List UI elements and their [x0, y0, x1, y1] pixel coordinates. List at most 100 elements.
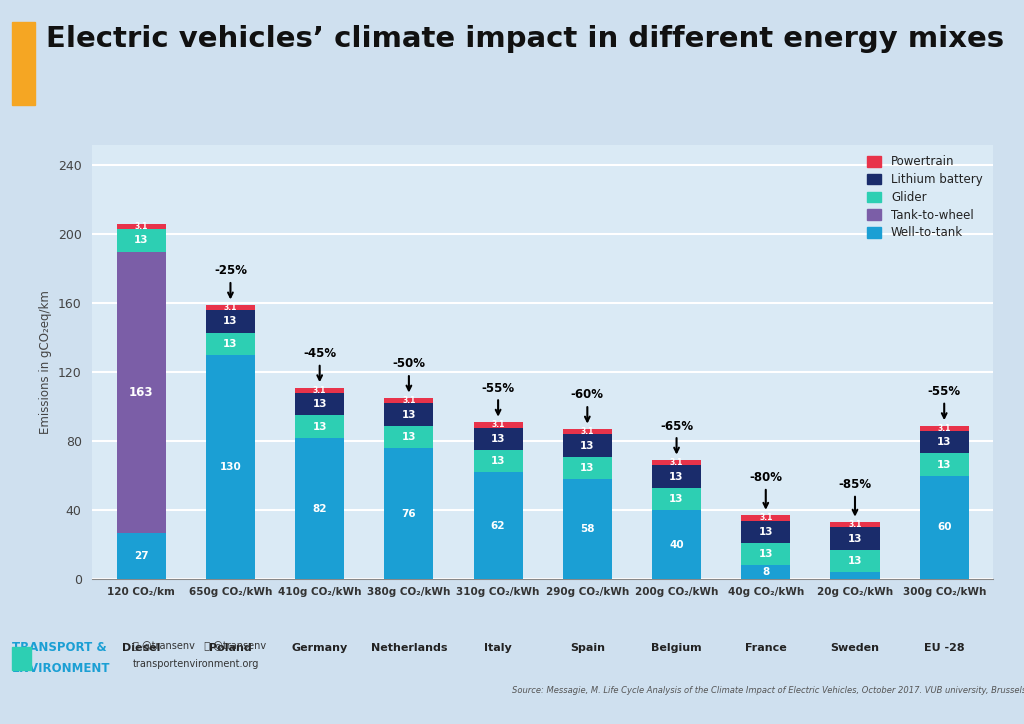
Bar — [117, 533, 166, 579]
Bar — [206, 355, 255, 579]
Text: Belgium: Belgium — [651, 643, 701, 653]
Text: -55%: -55% — [928, 385, 961, 418]
Text: 3.1: 3.1 — [313, 386, 327, 395]
Text: 60: 60 — [937, 523, 951, 532]
Bar — [295, 387, 344, 393]
Bar — [206, 305, 255, 311]
Text: 13: 13 — [223, 316, 238, 327]
Text: 3.1: 3.1 — [848, 521, 861, 529]
Text: 3.1: 3.1 — [670, 458, 683, 467]
Bar — [117, 230, 166, 252]
Text: 🐦 @transenv   📷 @transenv: 🐦 @transenv 📷 @transenv — [133, 641, 266, 651]
Bar — [473, 472, 522, 579]
Text: Germany: Germany — [292, 643, 348, 653]
Bar — [652, 510, 701, 579]
Bar — [920, 426, 969, 431]
Text: 3.1: 3.1 — [224, 303, 238, 312]
Bar — [563, 479, 612, 579]
Text: -45%: -45% — [303, 347, 336, 380]
Text: Netherlands: Netherlands — [371, 643, 447, 653]
Text: Electric vehicles’ climate impact in different energy mixes: Electric vehicles’ climate impact in dif… — [46, 25, 1005, 54]
Text: 40: 40 — [670, 539, 684, 550]
Text: 13: 13 — [848, 534, 862, 544]
Text: 3.1: 3.1 — [492, 421, 505, 429]
Text: 62: 62 — [490, 521, 506, 531]
Text: 13: 13 — [490, 456, 506, 466]
Bar — [920, 476, 969, 579]
Text: -85%: -85% — [839, 478, 871, 515]
Text: 82: 82 — [312, 503, 327, 513]
Bar — [563, 434, 612, 457]
Bar — [473, 450, 522, 472]
Bar — [920, 453, 969, 476]
Text: 13: 13 — [490, 434, 506, 444]
Y-axis label: Emissions in gCO₂eq/km: Emissions in gCO₂eq/km — [39, 290, 52, 434]
Text: -55%: -55% — [481, 382, 515, 414]
Bar — [295, 393, 344, 416]
Text: Italy: Italy — [484, 643, 512, 653]
Text: 13: 13 — [759, 550, 773, 559]
Text: Poland: Poland — [209, 643, 252, 653]
Text: TRANSPORT &: TRANSPORT & — [12, 641, 106, 654]
Bar — [295, 416, 344, 438]
Bar — [384, 426, 433, 448]
Bar — [563, 457, 612, 479]
Text: 13: 13 — [134, 235, 148, 245]
Bar — [830, 522, 880, 528]
Text: 13: 13 — [223, 339, 238, 349]
Text: 13: 13 — [670, 471, 684, 481]
Text: 3.1: 3.1 — [581, 427, 594, 437]
Text: 13: 13 — [937, 437, 951, 447]
Bar — [830, 550, 880, 572]
Text: 13: 13 — [937, 460, 951, 470]
Bar — [830, 528, 880, 550]
Text: 13: 13 — [401, 432, 416, 442]
Text: 27: 27 — [134, 551, 148, 561]
Text: Sweden: Sweden — [830, 643, 880, 653]
Bar — [741, 565, 791, 579]
Text: EU -28: EU -28 — [924, 643, 965, 653]
Text: 13: 13 — [848, 556, 862, 566]
Bar — [563, 429, 612, 434]
Text: 3.1: 3.1 — [134, 222, 147, 231]
Text: 13: 13 — [580, 441, 595, 450]
Bar — [206, 333, 255, 355]
Text: 163: 163 — [129, 386, 154, 399]
Text: 13: 13 — [759, 527, 773, 536]
Text: -60%: -60% — [570, 389, 604, 421]
Text: 58: 58 — [580, 524, 595, 534]
Bar — [117, 252, 166, 533]
Text: 13: 13 — [580, 463, 595, 473]
Bar — [473, 422, 522, 427]
Bar — [652, 460, 701, 466]
Text: 13: 13 — [401, 410, 416, 420]
Bar — [652, 488, 701, 510]
Bar — [206, 311, 255, 333]
Bar — [384, 398, 433, 403]
Bar — [741, 515, 791, 521]
Bar — [741, 543, 791, 565]
Text: -65%: -65% — [660, 419, 693, 452]
Legend: Powertrain, Lithium battery, Glider, Tank-to-wheel, Well-to-tank: Powertrain, Lithium battery, Glider, Tan… — [862, 151, 987, 244]
Text: Diesel: Diesel — [122, 643, 161, 653]
Text: 13: 13 — [312, 421, 327, 432]
Text: -80%: -80% — [750, 471, 782, 508]
Text: 8: 8 — [762, 568, 769, 577]
Text: France: France — [744, 643, 786, 653]
Text: 13: 13 — [670, 494, 684, 504]
Bar — [652, 466, 701, 488]
Text: 3.1: 3.1 — [759, 513, 772, 523]
Text: 3.1: 3.1 — [402, 396, 416, 405]
Text: -50%: -50% — [392, 358, 425, 390]
Bar — [741, 521, 791, 543]
Bar — [920, 431, 969, 453]
Text: 13: 13 — [312, 399, 327, 409]
Bar — [384, 403, 433, 426]
Text: transportenvironment.org: transportenvironment.org — [133, 659, 259, 669]
Bar — [384, 448, 433, 579]
Bar — [473, 427, 522, 450]
Bar — [117, 224, 166, 230]
Text: Source: Messagie, M. Life Cycle Analysis of the Climate Impact of Electric Vehic: Source: Messagie, M. Life Cycle Analysis… — [512, 686, 1024, 695]
Text: 3.1: 3.1 — [938, 424, 951, 433]
Text: 76: 76 — [401, 509, 416, 518]
